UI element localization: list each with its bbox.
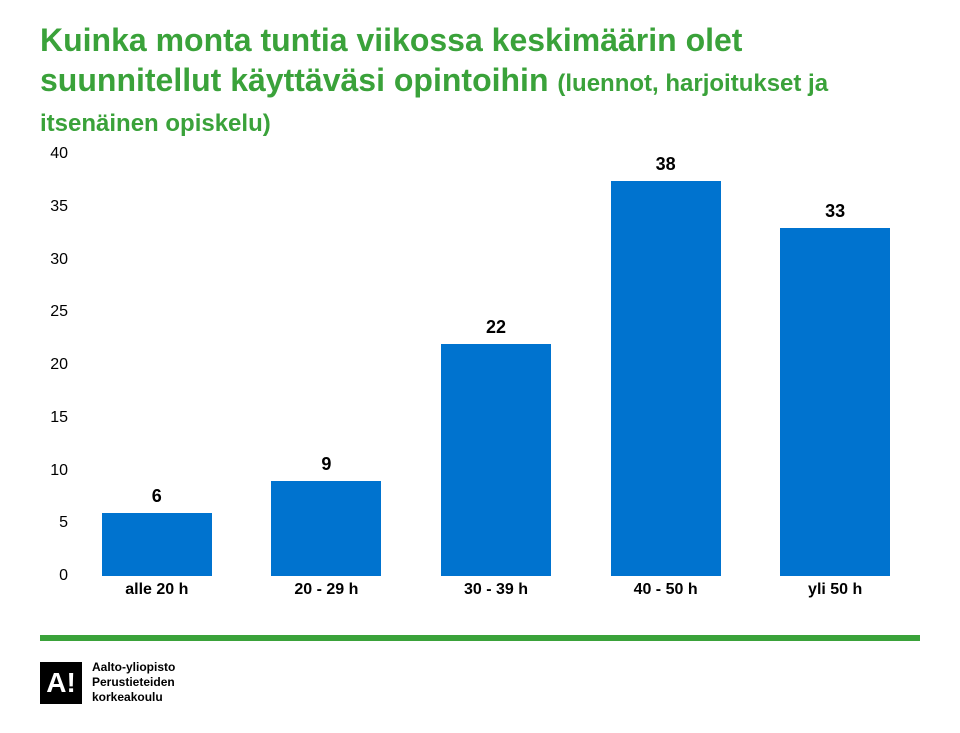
bar-wrap: 38 — [581, 154, 751, 576]
footer-divider — [40, 635, 920, 641]
bar — [102, 513, 212, 576]
logo-text: Aalto-yliopisto Perustieteiden korkeakou… — [92, 660, 175, 705]
bar-wrap: 22 — [411, 154, 581, 576]
aalto-logo: A! Aalto-yliopisto Perustieteiden korkea… — [40, 660, 175, 705]
y-tick-label: 10 — [40, 462, 68, 480]
y-tick-label: 20 — [40, 356, 68, 374]
x-tick-label: 40 - 50 h — [581, 581, 751, 599]
x-tick-label: 20 - 29 h — [242, 581, 412, 599]
bar-value-label: 33 — [825, 201, 845, 222]
y-tick-label: 15 — [40, 409, 68, 427]
y-tick-label: 0 — [40, 567, 68, 585]
bar-wrap: 9 — [242, 154, 412, 576]
x-tick-label: 30 - 39 h — [411, 581, 581, 599]
bar-value-label: 38 — [656, 154, 676, 175]
bar-value-label: 6 — [152, 486, 162, 507]
bar-value-label: 9 — [321, 454, 331, 475]
bars-container: 6 9 22 38 33 — [72, 154, 920, 576]
x-axis-labels: alle 20 h20 - 29 h30 - 39 h40 - 50 hyli … — [72, 576, 920, 604]
x-tick-label: alle 20 h — [72, 581, 242, 599]
bar-wrap: 33 — [750, 154, 920, 576]
bar-value-label: 22 — [486, 317, 506, 338]
y-tick-label: 25 — [40, 303, 68, 321]
bar — [780, 228, 890, 576]
logo-line2: Perustieteiden — [92, 675, 175, 690]
bar — [611, 181, 721, 576]
chart-title: Kuinka monta tuntia viikossa keskimäärin… — [40, 20, 920, 140]
logo-line3: korkeakoulu — [92, 690, 175, 705]
y-tick-label: 30 — [40, 251, 68, 269]
bar — [441, 344, 551, 576]
y-tick-label: 35 — [40, 198, 68, 216]
x-tick-label: yli 50 h — [750, 581, 920, 599]
y-tick-label: 40 — [40, 145, 68, 163]
bar-wrap: 6 — [72, 154, 242, 576]
y-tick-label: 5 — [40, 514, 68, 532]
logo-mark: A! — [40, 662, 82, 704]
logo-line1: Aalto-yliopisto — [92, 660, 175, 675]
page: Kuinka monta tuntia viikossa keskimäärin… — [0, 0, 960, 733]
bar-chart: 0510152025303540 69223833 alle 20 h20 - … — [40, 154, 920, 604]
bar — [271, 481, 381, 576]
